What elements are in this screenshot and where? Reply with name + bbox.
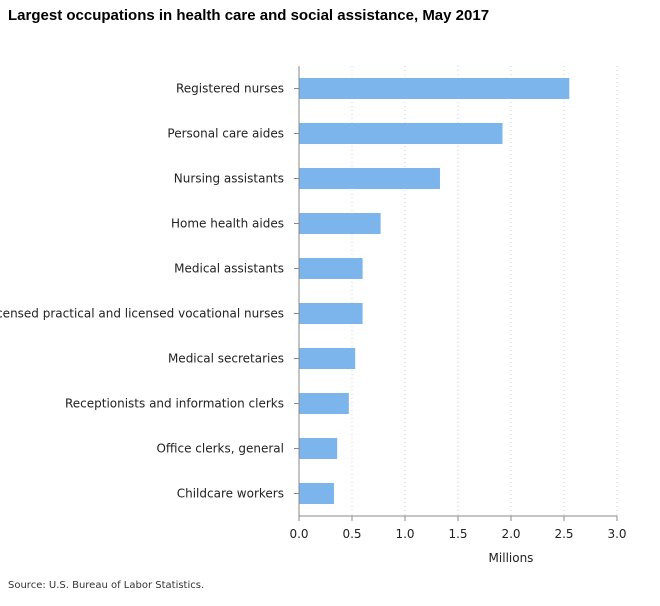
axes — [294, 66, 618, 521]
x-tick-label: 1.0 — [395, 527, 414, 541]
category-label: Receptionists and information clerks — [65, 397, 284, 411]
category-label: Personal care aides — [167, 127, 284, 141]
x-tick-label: 0.0 — [289, 527, 308, 541]
source-note: Source: U.S. Bureau of Labor Statistics. — [8, 580, 205, 591]
bar — [299, 393, 349, 414]
bar — [299, 168, 440, 189]
bar — [299, 78, 570, 99]
x-tick-label: 0.5 — [342, 527, 361, 541]
category-labels: Registered nurses Personal care aides Nurs… — [0, 82, 284, 501]
x-axis-title: Millions — [489, 551, 534, 565]
bar — [299, 123, 503, 144]
bar — [299, 348, 356, 369]
category-label: Home health aides — [171, 217, 284, 231]
x-tick-label: 3.0 — [607, 527, 626, 541]
category-label: Medical secretaries — [168, 352, 284, 366]
bar — [299, 213, 381, 234]
category-label: Registered nurses — [176, 82, 284, 96]
category-label: Medical assistants — [174, 262, 284, 276]
bar — [299, 303, 363, 324]
chart-title: Largest occupations in health care and s… — [8, 7, 490, 24]
category-label: Office clerks, general — [156, 442, 284, 456]
category-label: Licensed practical and licensed vocation… — [0, 307, 284, 321]
x-tick-label: 1.5 — [448, 527, 467, 541]
bar — [299, 483, 334, 504]
bar — [299, 258, 363, 279]
x-tick-label: 2.0 — [501, 527, 520, 541]
category-label: Nursing assistants — [174, 172, 284, 186]
category-label: Childcare workers — [177, 487, 284, 501]
x-tick-label: 2.5 — [554, 527, 573, 541]
gridlines — [351, 66, 618, 516]
bars — [299, 78, 570, 504]
bar — [299, 438, 338, 459]
tick-labels: 0.0 0.5 1.0 1.5 2.0 2.5 3.0 — [289, 527, 626, 541]
